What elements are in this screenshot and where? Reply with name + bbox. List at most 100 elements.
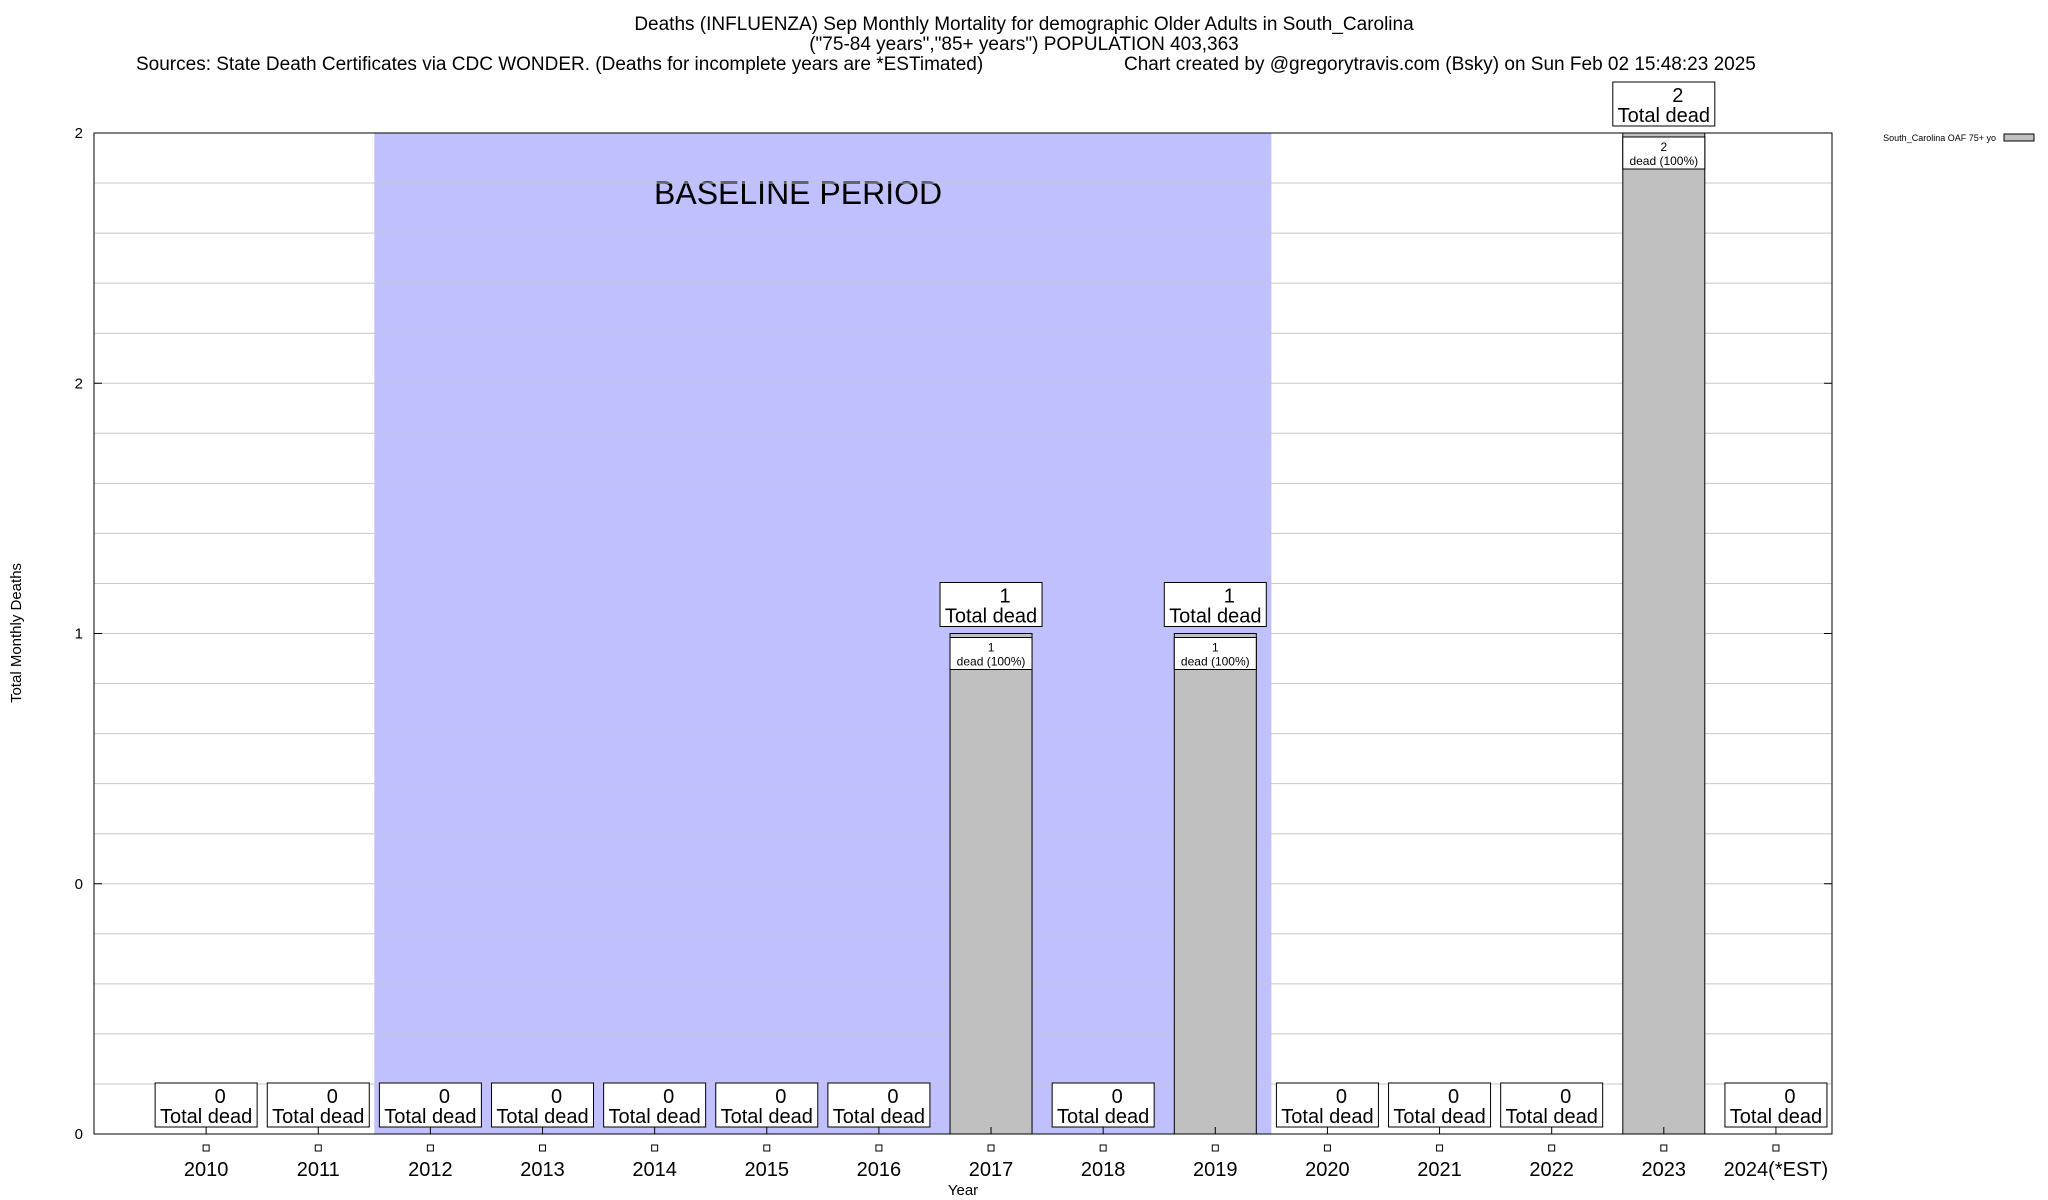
x-tick-label: 2024(*EST) xyxy=(1724,1159,1829,1181)
y-tick-label: 2 xyxy=(75,375,83,392)
total-label-text: Total dead xyxy=(1169,606,1261,628)
x-tick-label: 2017 xyxy=(969,1159,1014,1181)
total-label-text: Total dead xyxy=(1618,105,1710,127)
bar-inner-label-box xyxy=(1173,637,1257,670)
total-label-count: 0 xyxy=(215,1086,226,1108)
total-label-count: 0 xyxy=(1336,1086,1347,1108)
total-label-count: 0 xyxy=(775,1086,786,1108)
total-label-box xyxy=(939,582,1043,627)
x-tick-label: 2015 xyxy=(745,1159,790,1181)
total-label-count: 0 xyxy=(1448,1086,1459,1108)
data-point-marker xyxy=(763,1144,771,1152)
bar xyxy=(949,633,1033,1135)
data-point-marker xyxy=(314,1144,322,1152)
data-point-marker xyxy=(202,1144,210,1152)
total-label-count: 0 xyxy=(551,1086,562,1108)
total-label-count: 0 xyxy=(1560,1086,1571,1108)
total-label-text: Total dead xyxy=(1730,1106,1822,1128)
total-label-count: 0 xyxy=(1784,1086,1795,1108)
total-label-box xyxy=(1275,1082,1379,1128)
total-label-box xyxy=(1724,1082,1828,1128)
total-label-text: Total dead xyxy=(272,1106,364,1128)
total-label-box xyxy=(1163,582,1267,627)
bar-inner-label-box xyxy=(1622,136,1706,170)
x-tick-label: 2020 xyxy=(1305,1159,1350,1181)
chart-credit: Chart created by @gregorytravis.com (Bsk… xyxy=(1124,54,1756,75)
total-label-box xyxy=(154,1082,258,1128)
x-tick-label: 2012 xyxy=(408,1159,453,1181)
data-point-marker xyxy=(1660,1144,1668,1152)
total-label-box xyxy=(1051,1082,1155,1128)
total-label-count: 1 xyxy=(1224,586,1235,608)
total-label-count: 1 xyxy=(999,586,1010,608)
data-point-marker xyxy=(1323,1144,1331,1152)
bar-inner-count: 1 xyxy=(1212,641,1219,655)
total-label-count: 0 xyxy=(439,1086,450,1108)
data-point-marker xyxy=(1772,1144,1780,1152)
x-tick-label: 2013 xyxy=(520,1159,565,1181)
total-label-text: Total dead xyxy=(384,1106,476,1128)
data-point-marker xyxy=(539,1144,547,1152)
data-point-marker xyxy=(1436,1144,1444,1152)
y-tick-label: 0 xyxy=(75,1126,83,1143)
total-label-text: Total dead xyxy=(1281,1106,1373,1128)
total-label-count: 0 xyxy=(327,1086,338,1108)
x-tick-label: 2018 xyxy=(1081,1159,1126,1181)
total-label-box xyxy=(1500,1082,1604,1128)
x-tick-label: 2022 xyxy=(1529,1159,1574,1181)
data-point-marker xyxy=(1548,1144,1556,1152)
x-tick-label: 2014 xyxy=(632,1159,677,1181)
total-label-text: Total dead xyxy=(160,1106,252,1128)
data-point-marker xyxy=(1211,1144,1219,1152)
total-label-box xyxy=(1388,1082,1492,1128)
y-axis-label: Total Monthly Deaths xyxy=(8,563,25,703)
data-point-marker xyxy=(1099,1144,1107,1152)
legend-entry-label: South_Carolina OAF 75+ yo xyxy=(1883,133,1996,143)
total-label-text: Total dead xyxy=(721,1106,813,1128)
bar-inner-count: 1 xyxy=(988,641,995,655)
total-label-count: 0 xyxy=(1112,1086,1123,1108)
y-tick-label: 1 xyxy=(75,626,83,643)
y-tick-label: 0 xyxy=(75,876,83,893)
total-label-box xyxy=(827,1082,931,1128)
total-label-text: Total dead xyxy=(1057,1106,1149,1128)
total-label-box xyxy=(715,1082,819,1128)
bar xyxy=(1173,633,1257,1135)
x-tick-label: 2011 xyxy=(297,1159,340,1181)
bar-inner-percent: dead (100%) xyxy=(957,655,1026,669)
total-label-text: Total dead xyxy=(608,1106,700,1128)
total-label-count: 0 xyxy=(887,1086,898,1108)
baseline-period-label: BASELINE PERIOD xyxy=(654,175,942,211)
x-axis-label: Year xyxy=(948,1182,978,1199)
bar xyxy=(1622,132,1706,1135)
total-label-box xyxy=(266,1082,370,1128)
total-label-count: 2 xyxy=(1672,85,1683,107)
y-tick-label: 2 xyxy=(75,125,83,142)
total-label-text: Total dead xyxy=(833,1106,925,1128)
total-label-count: 0 xyxy=(663,1086,674,1108)
total-label-box xyxy=(603,1082,707,1128)
x-tick-label: 2019 xyxy=(1193,1159,1238,1181)
bar-inner-percent: dead (100%) xyxy=(1629,154,1698,168)
chart-subtitle: ("75-84 years","85+ years") POPULATION 4… xyxy=(809,34,1239,55)
x-tick-label: 2010 xyxy=(184,1159,229,1181)
total-label-box xyxy=(1612,81,1716,127)
total-label-text: Total dead xyxy=(496,1106,588,1128)
data-point-marker xyxy=(426,1144,434,1152)
bar-inner-percent: dead (100%) xyxy=(1181,655,1250,669)
legend-swatch xyxy=(2003,133,2035,142)
x-tick-label: 2021 xyxy=(1417,1159,1462,1181)
total-label-text: Total dead xyxy=(1393,1106,1485,1128)
bar-inner-label-box xyxy=(949,637,1033,670)
total-label-box xyxy=(491,1082,595,1128)
data-point-marker xyxy=(651,1144,659,1152)
total-label-box xyxy=(378,1082,482,1128)
total-label-text: Total dead xyxy=(945,606,1037,628)
data-point-marker xyxy=(875,1144,883,1152)
bar-inner-count: 2 xyxy=(1660,140,1667,154)
chart-title: Deaths (INFLUENZA) Sep Monthly Mortality… xyxy=(634,14,1414,35)
x-tick-label: 2023 xyxy=(1642,1159,1687,1181)
data-point-marker xyxy=(987,1144,995,1152)
total-label-text: Total dead xyxy=(1506,1106,1598,1128)
